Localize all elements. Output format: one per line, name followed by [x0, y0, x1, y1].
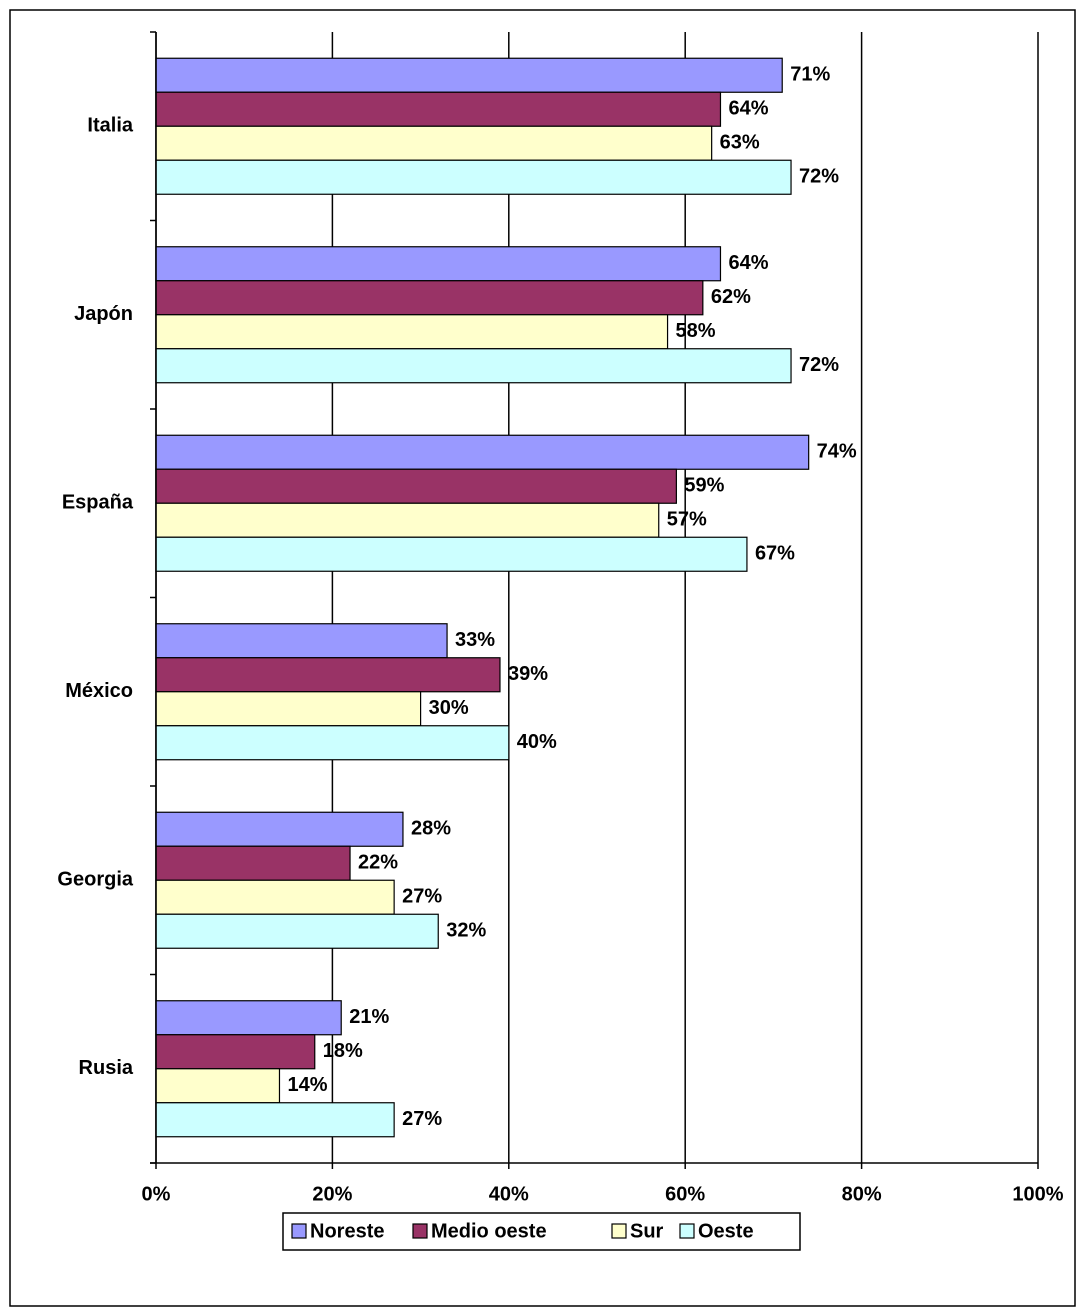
legend-box — [282, 1212, 801, 1251]
value-label: 22% — [358, 852, 398, 874]
value-label: 64% — [728, 98, 768, 120]
bar — [155, 280, 704, 316]
bar — [155, 811, 404, 847]
y-tick-label: Japón — [74, 303, 133, 325]
value-label: 72% — [799, 166, 839, 188]
value-label: 71% — [790, 64, 830, 86]
legend-label: Noreste — [310, 1220, 384, 1242]
bar — [155, 502, 660, 538]
value-label: 30% — [429, 697, 469, 719]
legend-label: Oeste — [698, 1220, 754, 1242]
y-tick-label: México — [65, 680, 133, 702]
value-label: 27% — [402, 886, 442, 908]
value-label: 39% — [508, 663, 548, 685]
x-tick-label: 20% — [312, 1183, 352, 1205]
x-tick-label: 60% — [665, 1183, 705, 1205]
bar — [155, 1102, 395, 1138]
bar — [155, 725, 510, 761]
bar — [155, 348, 792, 384]
bar — [155, 314, 669, 350]
x-tick-label: 0% — [142, 1183, 171, 1205]
bar — [155, 913, 439, 949]
value-label: 33% — [455, 629, 495, 651]
value-label: 72% — [799, 354, 839, 376]
value-label: 18% — [323, 1040, 363, 1062]
x-tick-label: 80% — [842, 1183, 882, 1205]
value-label: 62% — [711, 286, 751, 308]
value-label: 67% — [755, 543, 795, 565]
bar — [155, 623, 448, 659]
y-tick-label: Italia — [87, 115, 133, 137]
value-label: 58% — [676, 320, 716, 342]
bar — [155, 159, 792, 195]
bar — [155, 1000, 342, 1036]
value-label: 28% — [411, 818, 451, 840]
bar — [155, 845, 351, 881]
bar — [155, 536, 748, 572]
value-label: 27% — [402, 1108, 442, 1130]
value-label: 63% — [720, 132, 760, 154]
legend-label: Sur — [630, 1220, 664, 1242]
y-tick-label: Georgia — [57, 869, 133, 891]
value-label: 59% — [684, 475, 724, 497]
value-label: 32% — [446, 920, 486, 942]
bar — [155, 57, 783, 93]
legend-label: Medio oeste — [431, 1220, 547, 1242]
legend-swatch — [412, 1223, 428, 1239]
value-label: 57% — [667, 509, 707, 531]
bar — [155, 691, 422, 727]
bar — [155, 879, 395, 915]
bar — [155, 91, 722, 127]
value-label: 64% — [728, 252, 768, 274]
bar — [155, 434, 810, 470]
legend-swatch — [291, 1223, 307, 1239]
y-tick-label: España — [62, 492, 134, 514]
bar — [155, 657, 501, 693]
bar — [155, 1068, 281, 1104]
legend-swatch — [611, 1223, 627, 1239]
value-label: 14% — [287, 1074, 327, 1096]
x-tick-label: 40% — [489, 1183, 529, 1205]
bar — [155, 1034, 316, 1070]
bar — [155, 125, 713, 161]
value-label: 40% — [517, 731, 557, 753]
bar — [155, 468, 677, 504]
y-tick-label: Rusia — [79, 1057, 134, 1079]
value-label: 21% — [349, 1006, 389, 1028]
bar — [155, 246, 722, 282]
value-label: 74% — [817, 441, 857, 463]
x-tick-label: 100% — [1012, 1183, 1063, 1205]
legend-swatch — [679, 1223, 695, 1239]
